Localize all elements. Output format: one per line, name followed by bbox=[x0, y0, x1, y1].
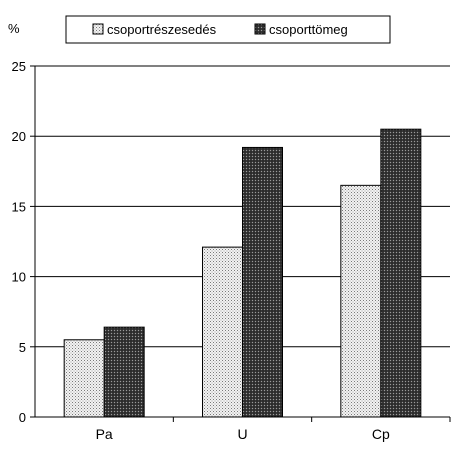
legend-swatch-csoportreszesedes bbox=[92, 23, 104, 35]
bar-cp-series-2 bbox=[380, 128, 422, 418]
bar-cp-series-1 bbox=[340, 184, 382, 418]
legend-label-csoporttomeg: csoporttömeg bbox=[269, 22, 348, 37]
legend-swatch-csoporttomeg bbox=[254, 23, 266, 35]
y-tick-label: 10 bbox=[12, 270, 26, 285]
x-tick-label: Pa bbox=[96, 426, 113, 442]
x-tick-label: Cp bbox=[372, 426, 390, 442]
x-tick-label: U bbox=[237, 426, 247, 442]
bar-u-series-1 bbox=[202, 246, 243, 418]
y-tick-label: 15 bbox=[12, 199, 26, 214]
y-tick-label: 25 bbox=[12, 59, 26, 74]
axis-labels: 0 5 10 15 20 25 Pa U Cp bbox=[12, 59, 390, 442]
bar-u-series-2 bbox=[242, 146, 283, 418]
legend: csoportrészesedés csoporttömeg bbox=[65, 15, 391, 44]
bars bbox=[63, 128, 422, 418]
y-axis-label: % bbox=[8, 21, 20, 36]
legend-label-csoportreszesedes: csoportrészesedés bbox=[107, 22, 217, 37]
bar-pa-series-2 bbox=[103, 326, 145, 418]
axes bbox=[30, 65, 451, 422]
bar-pa-series-1 bbox=[63, 339, 105, 418]
y-tick-label: 20 bbox=[12, 129, 26, 144]
y-tick-label: 0 bbox=[19, 410, 26, 425]
y-tick-label: 5 bbox=[19, 340, 26, 355]
legend-box bbox=[65, 15, 391, 44]
